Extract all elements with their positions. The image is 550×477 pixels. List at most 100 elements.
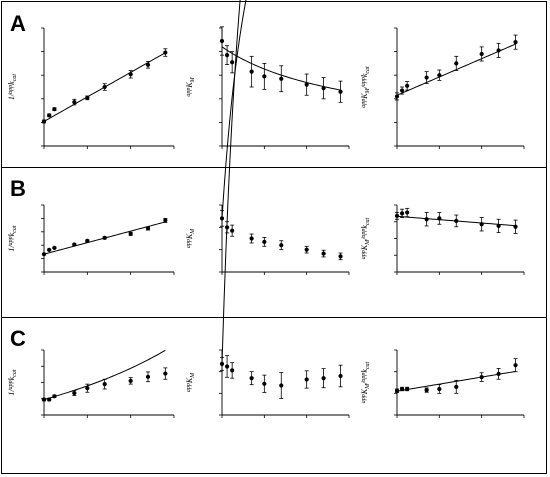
data-point — [513, 224, 518, 229]
data-point — [249, 236, 254, 241]
y-axis-label-part: M — [190, 372, 196, 379]
data-point — [128, 231, 133, 236]
data-point — [394, 388, 400, 393]
chart-a-2: appKM — [185, 26, 350, 149]
y-axis-label-part: k — [360, 73, 369, 77]
data-point — [41, 397, 47, 402]
data-point — [394, 94, 400, 99]
y-axis-label: appKM — [185, 228, 196, 248]
data-point — [513, 363, 518, 368]
data-point — [279, 76, 284, 81]
y-axis-label-part: app — [361, 250, 367, 259]
chart-b-1: 1/appkcat — [7, 204, 175, 275]
chart-b-3: appKM/appkcat — [360, 204, 525, 275]
data-point — [72, 390, 77, 396]
y-axis-label-part: app — [361, 77, 367, 86]
data-point — [85, 95, 90, 100]
data-point — [496, 48, 501, 53]
data-point — [304, 82, 309, 87]
y-axis-label-part: / — [360, 237, 369, 241]
panel-label-b: B — [10, 176, 26, 201]
y-axis-label-part: K — [185, 82, 194, 89]
data-point — [219, 216, 225, 221]
panel-label-a: A — [10, 11, 26, 36]
y-axis-label-part: k — [360, 369, 369, 373]
data-point — [405, 210, 410, 215]
data-point — [513, 40, 518, 45]
data-point — [102, 382, 107, 387]
y-axis-label: 1/appkcat — [7, 369, 18, 395]
y-axis-label-part: cat — [365, 66, 371, 74]
data-point — [224, 364, 230, 369]
y-axis-label-part: M — [190, 76, 196, 83]
y-axis-label-part: k — [7, 376, 16, 380]
chart-c-1: 1/appkcat — [7, 349, 175, 418]
data-point — [262, 74, 267, 79]
y-axis-label: appKM — [185, 76, 196, 96]
y-axis-label-part: K — [360, 93, 369, 100]
y-axis-label-part: app — [8, 236, 14, 245]
data-point — [128, 378, 133, 383]
data-point — [304, 377, 309, 382]
data-point — [437, 386, 442, 392]
y-axis-label-part: / — [360, 381, 369, 385]
data-point — [41, 252, 47, 257]
data-point — [262, 239, 267, 244]
y-axis-label-part: app — [361, 373, 367, 382]
data-point — [52, 394, 57, 399]
data-point — [279, 383, 284, 388]
data-point — [496, 371, 501, 376]
data-point — [424, 387, 429, 393]
y-axis-label-part: 1/ — [7, 245, 16, 252]
data-point — [47, 397, 52, 402]
data-point — [394, 213, 400, 218]
data-point — [496, 223, 501, 229]
chart-c-2: appKM — [185, 0, 350, 418]
y-axis-label-part: cat — [365, 217, 371, 225]
data-point — [102, 84, 107, 90]
data-point — [145, 62, 151, 67]
data-point — [230, 368, 235, 373]
data-point — [85, 238, 90, 244]
data-point — [399, 386, 405, 392]
data-point — [479, 222, 484, 227]
panel-divider-bc — [1, 317, 547, 318]
y-axis-label: appKM/appkcat — [360, 361, 371, 403]
y-axis-label-part: k — [7, 81, 16, 85]
data-point — [321, 376, 326, 381]
data-point — [304, 247, 309, 252]
y-axis-label-part: app — [186, 239, 192, 248]
y-axis-label-part: K — [185, 377, 194, 384]
data-point — [338, 254, 343, 259]
y-axis-label: appKM — [185, 372, 196, 392]
y-axis-label-part: app — [186, 88, 192, 97]
data-point — [224, 53, 230, 58]
data-point — [41, 119, 47, 124]
data-point — [145, 226, 151, 231]
data-point — [102, 235, 107, 240]
y-axis-label-part: / — [360, 85, 369, 89]
data-point — [262, 381, 267, 386]
data-point — [163, 371, 168, 376]
data-point — [424, 217, 429, 222]
data-point — [72, 100, 77, 105]
data-point — [52, 107, 57, 112]
data-point — [230, 228, 235, 233]
y-axis-label-part: app — [361, 394, 367, 403]
data-point — [437, 216, 442, 221]
fit-curve — [221, 0, 241, 364]
data-point — [219, 361, 225, 366]
y-axis-label: 1/appkcat — [7, 225, 18, 251]
y-axis-label-part: K — [360, 244, 369, 251]
data-point — [454, 61, 459, 66]
chart-a-3: appKM/appkcat — [360, 27, 525, 149]
y-axis-label-part: M — [365, 239, 371, 246]
y-axis-label-part: 1/ — [7, 93, 16, 100]
data-point — [405, 83, 410, 88]
data-point — [249, 376, 254, 381]
y-axis-label-part: 1/ — [7, 389, 16, 396]
chart-b-2: appKM — [185, 0, 350, 275]
data-point — [321, 251, 326, 256]
